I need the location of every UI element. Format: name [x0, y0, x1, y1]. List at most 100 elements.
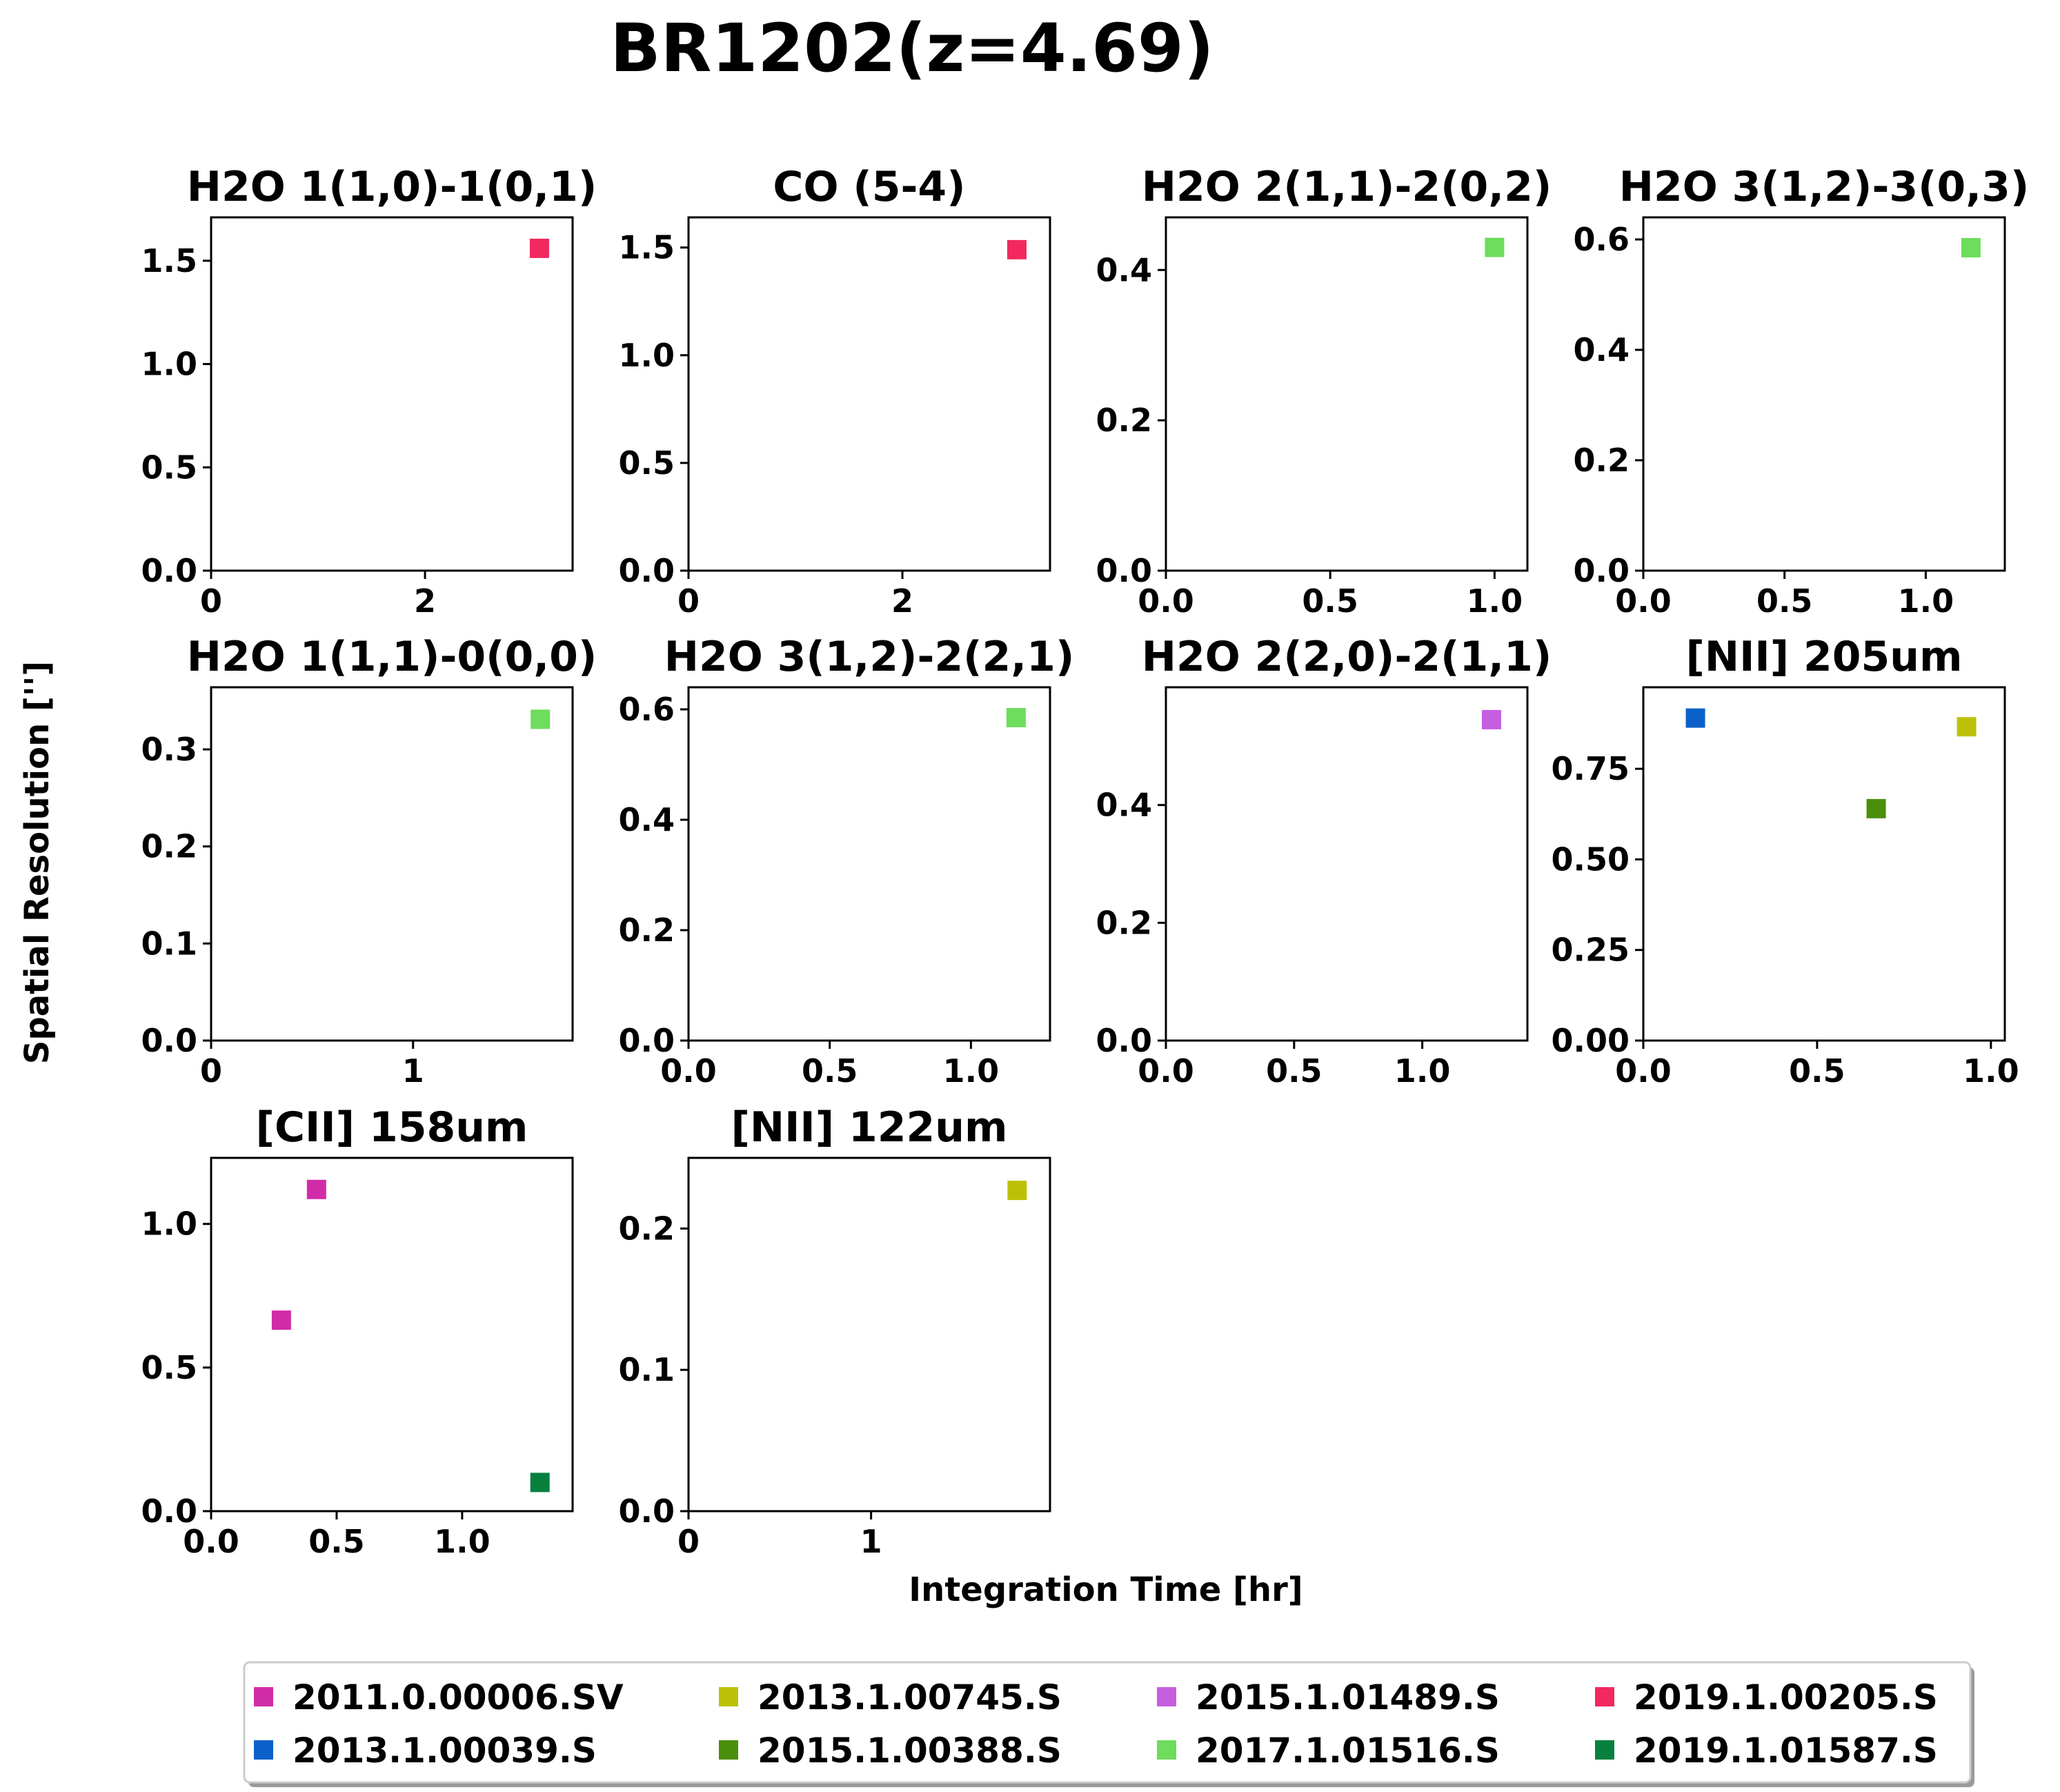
y-tick-label: 0.6 — [619, 691, 675, 728]
x-tick-label: 0 — [677, 1523, 700, 1560]
legend-entry: 2019.1.01587.S — [1595, 1731, 1938, 1771]
x-tick-label: 1.0 — [1394, 1052, 1451, 1090]
legend-marker — [719, 1687, 738, 1706]
x-tick-label: 0.5 — [1756, 582, 1813, 620]
axes-frame — [1642, 216, 2006, 572]
y-tick-label: 0.2 — [619, 912, 675, 949]
axes-frame — [687, 1156, 1051, 1513]
x-tick-label: 0.0 — [660, 1052, 717, 1090]
x-tick-label: 1.0 — [1467, 582, 1523, 620]
axes-frame — [687, 686, 1051, 1042]
axes-frame — [1165, 686, 1529, 1042]
x-tick-label: 1.0 — [1963, 1052, 2019, 1090]
axes-frame — [687, 216, 1051, 572]
y-tick-label: 0.75 — [1552, 750, 1630, 787]
subplot-title: [CII] 158um — [256, 1103, 528, 1152]
y-tick-label: 0.2 — [1574, 442, 1630, 479]
y-tick-label: 1.0 — [141, 346, 198, 383]
axes-frame — [210, 216, 574, 572]
data-point — [1485, 237, 1505, 257]
data-point — [1007, 1181, 1027, 1201]
y-tick-label: 0.2 — [619, 1210, 675, 1247]
legend-marker — [254, 1687, 273, 1706]
y-tick-label: 0.25 — [1552, 932, 1630, 969]
x-tick-label: 0.5 — [1789, 1052, 1845, 1090]
subplot-title: H2O 2(2,0)-2(1,1) — [1142, 633, 1552, 681]
legend-entry: 2017.1.01516.S — [1157, 1731, 1500, 1771]
y-tick-label: 0.5 — [619, 444, 675, 482]
subplot-title: H2O 2(1,1)-2(0,2) — [1142, 163, 1552, 211]
data-point — [306, 1179, 326, 1199]
y-tick-label: 0.6 — [1574, 221, 1630, 258]
x-tick-label: 1.0 — [943, 1052, 1000, 1090]
subplot-1: H2O 1(1,0)-1(0,1) 0 2 0.0 0.5 1.0 1.5 — [141, 163, 597, 620]
legend-entry: 2013.1.00039.S — [254, 1731, 597, 1771]
axes-frame — [210, 1156, 574, 1513]
y-tick-label: 0.2 — [1096, 904, 1153, 941]
subplot-title: [NII] 205um — [1685, 633, 1962, 681]
y-tick-label: 0.0 — [141, 1022, 198, 1059]
legend-label: 2017.1.01516.S — [1196, 1731, 1500, 1771]
y-tick-label: 0.1 — [141, 925, 198, 962]
y-tick-label: 0.2 — [141, 828, 198, 865]
x-tick-label: 1 — [860, 1523, 882, 1560]
x-tick-label: 0.0 — [183, 1523, 239, 1560]
legend-marker — [1595, 1687, 1614, 1706]
legend-entry: 2011.0.00006.SV — [254, 1677, 624, 1717]
subplot-title: H2O 1(1,0)-1(0,1) — [187, 163, 597, 211]
data-point — [271, 1310, 291, 1330]
subplot-title: H2O 1(1,1)-0(0,0) — [187, 633, 597, 681]
y-axis-label: Spatial Resolution [''] — [18, 661, 57, 1064]
y-tick-label: 1.5 — [619, 229, 675, 266]
legend-label: 2011.0.00006.SV — [293, 1677, 624, 1717]
legend-label: 2019.1.00205.S — [1634, 1677, 1938, 1717]
y-tick-label: 0.0 — [619, 1022, 675, 1059]
x-tick-label: 0.0 — [1138, 582, 1194, 620]
y-tick-label: 1.0 — [619, 337, 675, 374]
y-tick-label: 0.00 — [1552, 1022, 1630, 1059]
y-tick-label: 1.0 — [141, 1205, 198, 1243]
data-point — [1961, 238, 1981, 257]
subplot-10: [NII] 122um 0 1 0.0 0.1 0.2 — [619, 1103, 1051, 1560]
data-point — [530, 1473, 550, 1493]
subplot-5: H2O 1(1,1)-0(0,0) 0 1 0.0 0.1 0.2 0.3 — [141, 633, 597, 1090]
data-point — [531, 709, 551, 729]
x-tick-label: 0.0 — [1615, 582, 1672, 620]
legend-entry: 2015.1.00388.S — [719, 1731, 1062, 1771]
data-point — [1957, 717, 1977, 737]
legend-label: 2013.1.00745.S — [757, 1677, 1062, 1717]
x-tick-label: 1.0 — [434, 1523, 491, 1560]
subplot-8: [NII] 205um 0.0 0.5 1.0 0.00 0.25 0.50 0.75 — [1552, 633, 2019, 1090]
legend-entry: 2019.1.00205.S — [1595, 1677, 1938, 1717]
subplot-3: H2O 2(1,1)-2(0,2) 0.0 0.5 1.0 0.0 0.2 0.4 — [1096, 163, 1552, 620]
y-tick-label: 0.0 — [1096, 552, 1153, 589]
axes-frame — [1642, 686, 2006, 1042]
data-point — [1007, 239, 1027, 259]
x-tick-label: 0.0 — [1615, 1052, 1672, 1090]
legend-entry: 2013.1.00745.S — [719, 1677, 1062, 1717]
data-point — [529, 238, 549, 258]
x-axis-label: Integration Time [hr] — [909, 1571, 1303, 1609]
legend-marker — [1157, 1687, 1176, 1706]
y-tick-label: 0.0 — [1574, 552, 1630, 589]
x-tick-label: 0 — [677, 582, 700, 620]
y-tick-label: 0.5 — [141, 1349, 198, 1386]
x-tick-label: 0.5 — [308, 1523, 365, 1560]
legend-marker — [254, 1740, 273, 1760]
legend-entry: 2015.1.01489.S — [1157, 1677, 1500, 1717]
legend: 2011.0.00006.SV 2013.1.00039.S 2013.1.0074… — [243, 1661, 1974, 1787]
subplot-title: H2O 3(1,2)-2(2,1) — [664, 633, 1075, 681]
y-tick-label: 0.50 — [1552, 840, 1630, 878]
x-tick-label: 2 — [414, 582, 436, 620]
y-tick-label: 0.2 — [1096, 402, 1153, 439]
y-tick-label: 0.1 — [619, 1351, 675, 1388]
data-point — [1481, 709, 1501, 729]
y-tick-label: 0.4 — [1096, 251, 1153, 288]
x-tick-label: 0.0 — [1138, 1052, 1194, 1090]
y-tick-label: 0.0 — [619, 552, 675, 589]
data-point — [1685, 708, 1705, 728]
legend-label: 2015.1.00388.S — [757, 1731, 1062, 1771]
subplot-9: [CII] 158um 0.0 0.5 1.0 0.0 0.5 1.0 — [141, 1103, 574, 1560]
y-tick-label: 0.5 — [141, 449, 198, 486]
subplot-2: CO (5-4) 0 2 0.0 0.5 1.0 1.5 — [619, 163, 1051, 620]
